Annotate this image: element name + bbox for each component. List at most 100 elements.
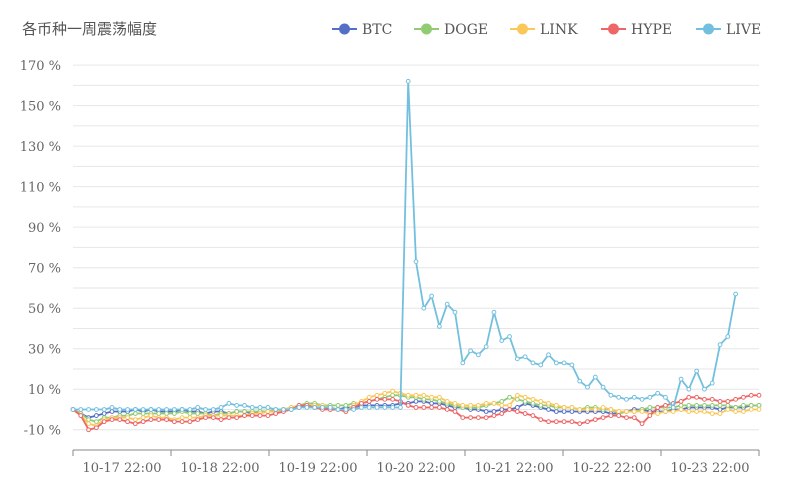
data-point [631, 409, 637, 414]
data-point [631, 394, 637, 400]
data-point [546, 407, 551, 412]
legend-item-link[interactable]: LINK [510, 22, 578, 38]
data-point [616, 394, 622, 400]
data-point [702, 409, 707, 414]
data-point [561, 360, 567, 366]
data-point [444, 407, 450, 412]
data-point [140, 419, 146, 425]
data-point [296, 405, 302, 410]
data-point [257, 413, 263, 418]
data-point [429, 394, 434, 400]
data-point [561, 419, 567, 425]
series-link [70, 388, 762, 429]
data-point [218, 405, 224, 410]
data-point [242, 409, 247, 414]
legend[interactable]: BTC DOGE LINK HYPE LIVE [332, 22, 761, 38]
data-point [452, 309, 458, 315]
legend-item-btc[interactable]: BTC [332, 22, 392, 38]
data-point [93, 407, 99, 412]
legend-item-live[interactable]: LIVE [696, 22, 761, 38]
data-point [187, 419, 193, 425]
data-point [117, 417, 123, 423]
data-point [156, 417, 162, 423]
data-point [421, 405, 427, 410]
data-point [343, 403, 349, 408]
data-point [577, 407, 583, 412]
data-point [405, 392, 411, 398]
data-point [164, 417, 169, 423]
data-point [70, 407, 76, 412]
data-point [78, 407, 84, 412]
data-point [312, 405, 318, 410]
data-point [585, 419, 590, 425]
data-point [436, 398, 442, 404]
data-point [491, 309, 497, 315]
data-point [748, 407, 754, 412]
data-point [569, 419, 575, 425]
data-point [670, 405, 676, 410]
data-point [421, 392, 427, 398]
data-point [663, 394, 668, 400]
data-point [413, 405, 419, 410]
data-point [522, 411, 528, 416]
legend-item-hype[interactable]: HYPE [601, 22, 672, 38]
series-live [70, 78, 739, 412]
data-point [140, 411, 146, 416]
y-tick-label: -10 % [24, 424, 61, 439]
legend-marker [339, 23, 350, 35]
data-point [748, 392, 754, 398]
x-tick-label: 10-21 22:00 [474, 461, 553, 476]
data-point [210, 415, 216, 420]
data-point [86, 407, 91, 412]
data-point [93, 413, 99, 418]
data-point [242, 413, 247, 418]
data-point [390, 405, 396, 410]
data-point [234, 409, 240, 414]
data-point [546, 352, 551, 358]
x-tick-label: 10-20 22:00 [376, 461, 455, 476]
data-point [569, 409, 575, 414]
legend-item-doge[interactable]: DOGE [414, 22, 488, 38]
data-point [608, 407, 614, 412]
data-point [725, 398, 731, 404]
data-point [93, 419, 99, 425]
data-point [647, 405, 653, 410]
data-point [756, 403, 762, 408]
data-point [125, 407, 130, 412]
data-point [468, 403, 473, 408]
data-point [125, 419, 130, 425]
data-point [187, 411, 193, 416]
data-point [132, 407, 138, 412]
data-point [359, 401, 364, 406]
data-point [670, 409, 676, 414]
data-point [86, 417, 91, 423]
data-point [429, 293, 434, 299]
data-point [702, 386, 707, 392]
data-point [226, 401, 232, 406]
data-point [109, 417, 115, 423]
data-point [522, 398, 528, 404]
legend-marker [703, 23, 714, 35]
data-point [585, 407, 590, 412]
data-point [148, 417, 154, 423]
data-point [366, 394, 372, 400]
data-point [577, 421, 583, 427]
data-point [390, 392, 396, 398]
data-point [702, 403, 707, 408]
data-point [499, 411, 505, 416]
data-point [592, 374, 598, 380]
data-point [125, 415, 130, 420]
data-point [507, 394, 512, 400]
data-point [530, 401, 536, 406]
data-point [546, 419, 551, 425]
data-point [335, 403, 341, 408]
data-point [398, 405, 403, 410]
data-point [265, 409, 271, 414]
y-axis: 170 % 150 % 130 % 110 % 90 % 70 % 50 % 30 % 10 %… [20, 59, 61, 439]
data-point [148, 413, 154, 418]
y-tick-label: 110 % [20, 181, 61, 196]
data-point [592, 417, 598, 423]
data-point [655, 390, 661, 396]
data-point [109, 405, 115, 410]
